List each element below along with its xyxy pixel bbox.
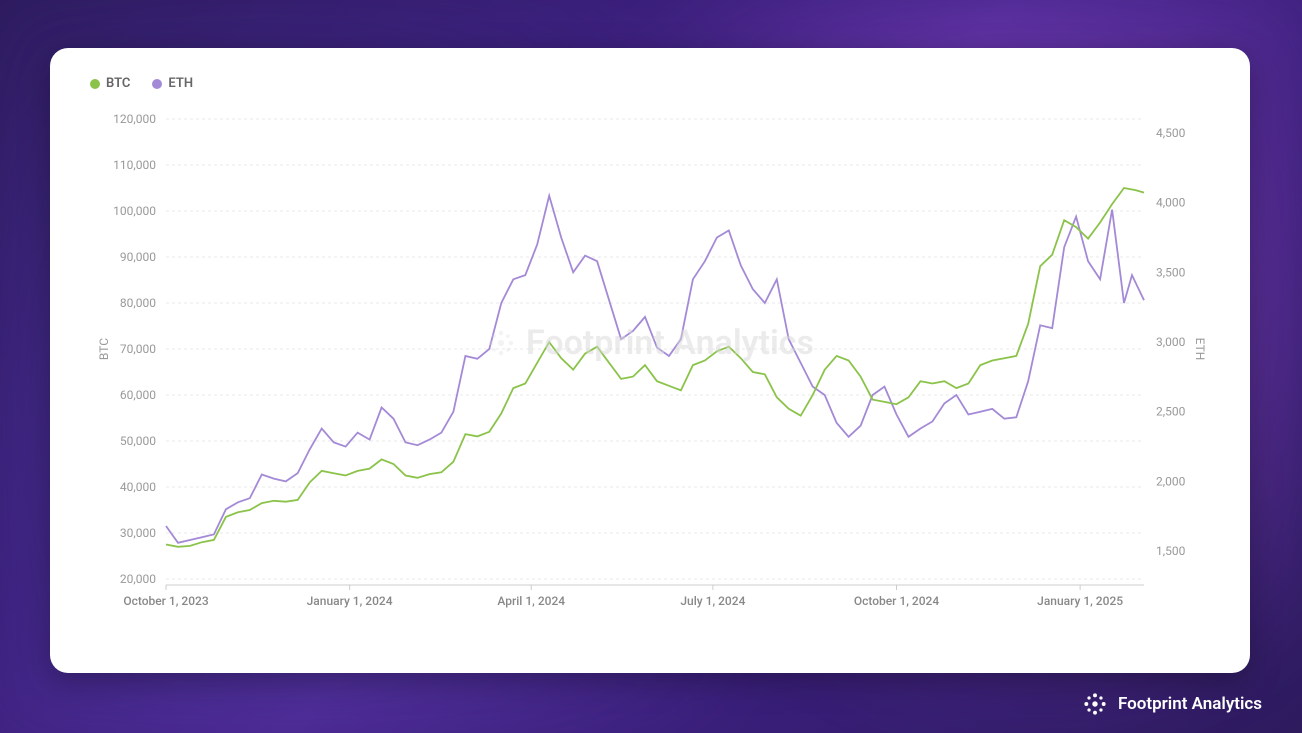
brand-footer: Footprint Analytics xyxy=(1082,691,1262,717)
legend-item-eth[interactable]: ETH xyxy=(152,76,193,91)
svg-text:April 1, 2024: April 1, 2024 xyxy=(497,594,565,608)
svg-text:BTC: BTC xyxy=(97,338,111,360)
svg-text:October 1, 2024: October 1, 2024 xyxy=(854,594,940,608)
svg-text:1,500: 1,500 xyxy=(1156,544,1186,558)
svg-text:2,000: 2,000 xyxy=(1156,474,1186,488)
svg-text:4,500: 4,500 xyxy=(1156,126,1186,140)
legend-dot-btc xyxy=(90,79,100,89)
chart-legend: BTC ETH xyxy=(86,76,1214,91)
svg-text:120,000: 120,000 xyxy=(113,112,156,126)
chart-card: BTC ETH Footprint Analytics 20,00030,000… xyxy=(50,48,1250,673)
svg-text:January 1, 2024: January 1, 2024 xyxy=(307,594,393,608)
svg-text:60,000: 60,000 xyxy=(120,388,156,402)
svg-text:3,500: 3,500 xyxy=(1156,265,1186,279)
svg-text:100,000: 100,000 xyxy=(113,204,156,218)
svg-text:20,000: 20,000 xyxy=(120,572,156,586)
svg-text:90,000: 90,000 xyxy=(120,250,156,264)
svg-text:July 1, 2024: July 1, 2024 xyxy=(680,594,745,608)
svg-text:50,000: 50,000 xyxy=(120,434,156,448)
chart-svg: 20,000 30,000 40,000 50,000 60,000 70,000 80,0… xyxy=(86,99,1214,629)
svg-text:30,000: 30,000 xyxy=(120,526,156,540)
svg-text:3,000: 3,000 xyxy=(1156,335,1186,349)
svg-text:80,000: 80,000 xyxy=(120,296,156,310)
svg-text:January 1, 2025: January 1, 2025 xyxy=(1037,594,1123,608)
svg-text:2,500: 2,500 xyxy=(1156,405,1186,419)
svg-text:4,000: 4,000 xyxy=(1156,196,1186,210)
legend-dot-eth xyxy=(152,79,162,89)
brand-logo-icon xyxy=(1082,691,1108,717)
svg-text:40,000: 40,000 xyxy=(120,480,156,494)
legend-item-btc[interactable]: BTC xyxy=(90,76,130,91)
svg-text:70,000: 70,000 xyxy=(120,342,156,356)
svg-text:110,000: 110,000 xyxy=(113,158,156,172)
svg-text:ETH: ETH xyxy=(1193,338,1207,361)
chart-plot-area: Footprint Analytics 20,00030,00040,00050… xyxy=(86,99,1214,629)
legend-label-btc: BTC xyxy=(106,76,130,91)
brand-name: Footprint Analytics xyxy=(1118,694,1262,714)
svg-text:October 1, 2023: October 1, 2023 xyxy=(123,594,209,608)
legend-label-eth: ETH xyxy=(168,76,193,91)
